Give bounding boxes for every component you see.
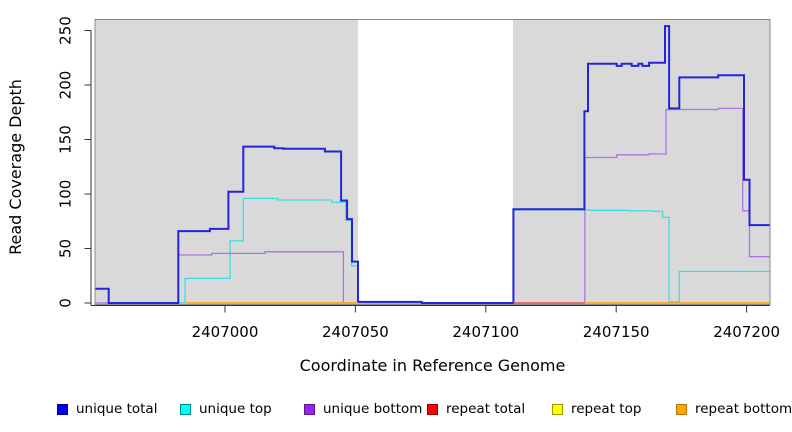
x-tick-label: 2407150 xyxy=(583,323,650,341)
plot-border xyxy=(94,19,771,305)
plot-background xyxy=(95,19,770,305)
x-tick-label: 2407200 xyxy=(713,323,780,341)
y-tick-label: 50 xyxy=(57,239,75,258)
y-tick-label: 200 xyxy=(57,71,75,100)
y-tick-label: 0 xyxy=(57,298,75,308)
tick-labels: 0 50 100 150 200 250 2407000 2407050 2407100 2407… xyxy=(57,16,781,341)
series-unique-bottom xyxy=(95,107,770,304)
series-unique-total xyxy=(95,25,770,304)
y-axis-title: Read Coverage Depth xyxy=(6,79,25,255)
no-data-band xyxy=(358,19,513,305)
x-tick-label: 2407100 xyxy=(452,323,519,341)
x-tick-label: 2407000 xyxy=(192,323,259,341)
x-tick-label: 2407050 xyxy=(322,323,389,341)
y-tick-label: 100 xyxy=(57,180,75,209)
series-layer xyxy=(95,25,770,304)
y-tick-label: 250 xyxy=(57,16,75,45)
x-axis-title: Coordinate in Reference Genome xyxy=(300,356,566,375)
axes-frame xyxy=(84,19,771,313)
y-tick-label: 150 xyxy=(57,125,75,154)
